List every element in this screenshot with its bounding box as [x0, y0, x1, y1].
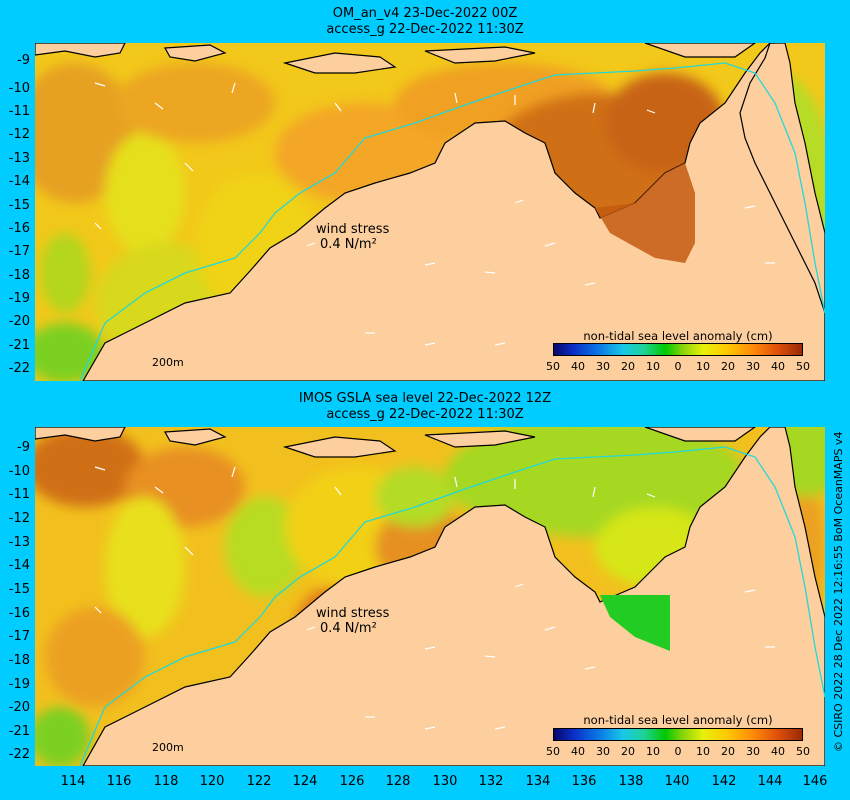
panel1-subtitle: access_g 22-Dec-2022 11:30Z	[326, 22, 524, 37]
panel1-colorbar	[553, 343, 803, 356]
panel1-wind-stress-value: 0.4 N/m²	[320, 237, 377, 252]
panel2-subtitle: access_g 22-Dec-2022 11:30Z	[326, 407, 524, 422]
panel2-wind-stress-value: 0.4 N/m²	[320, 621, 377, 636]
panel1-legend-title: non-tidal sea level anomaly (cm)	[583, 329, 773, 343]
panel2-colorbar	[553, 728, 803, 741]
panel2-map	[35, 427, 825, 766]
panel2-isobath-label: 200m	[152, 741, 184, 754]
panel1-map	[35, 43, 825, 381]
panel2-title: IMOS GSLA sea level 22-Dec-2022 12Z	[298, 391, 552, 406]
credit-text: © CSIRO 2022 28 Dec 2022 12:16:55 BoM Oc…	[832, 431, 845, 752]
panel1-isobath-label: 200m	[152, 356, 184, 369]
panel2-legend-title: non-tidal sea level anomaly (cm)	[583, 713, 773, 727]
panel1-title: OM_an_v4 23-Dec-2022 00Z	[332, 6, 518, 21]
panel1-wind-stress-label: wind stress	[316, 222, 390, 237]
panel2-wind-stress-label: wind stress	[316, 606, 390, 621]
